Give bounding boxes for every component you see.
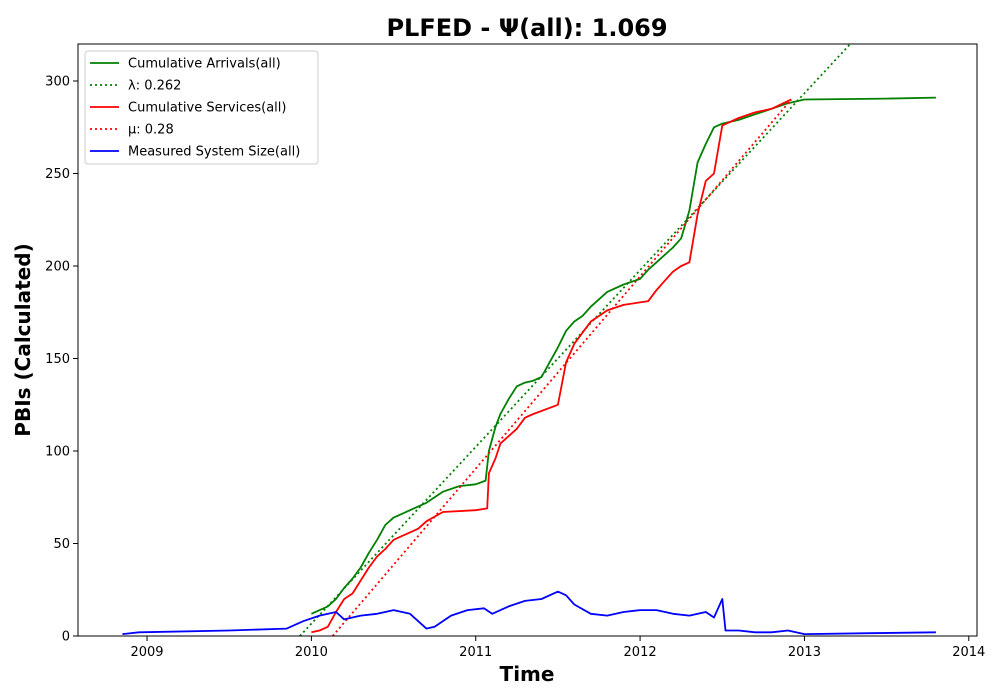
x-axis-title: Time	[500, 662, 555, 686]
series-line-0	[311, 96, 936, 615]
y-tick-label: 100	[45, 445, 70, 460]
legend-label-3: μ: 0.28	[128, 123, 174, 138]
y-tick-label: 50	[53, 537, 70, 552]
y-tick-label: 150	[45, 352, 70, 367]
series-line-1	[299, 44, 852, 636]
legend-label-2: Cumulative Services(all)	[128, 101, 286, 116]
y-tick-label: 250	[45, 167, 70, 182]
series-line-2	[311, 98, 792, 634]
legend-label-4: Measured System Size(all)	[128, 145, 300, 160]
x-axis: 2009 2010 2011 2012 2013 2014	[130, 636, 985, 660]
legend-label-0: Cumulative Arrivals(all)	[128, 57, 281, 72]
x-tick-label: 2009	[130, 645, 163, 660]
series-line-4	[122, 590, 936, 635]
plot-frame	[77, 43, 978, 637]
x-tick-label: 2014	[952, 645, 985, 660]
x-tick-label: 2010	[295, 645, 328, 660]
legend-frame	[84, 50, 319, 165]
x-tick-label: 2013	[788, 645, 821, 660]
y-axis: 0 50 100 150 200 250 300	[45, 75, 78, 645]
y-tick-label: 300	[45, 75, 70, 90]
legend-label-1: λ: 0.262	[128, 79, 181, 94]
legend: Cumulative Arrivals(all) λ: 0.262 Cumulati…	[84, 50, 319, 165]
x-tick-label: 2011	[459, 645, 492, 660]
series-layer	[122, 44, 936, 636]
y-tick-label: 0	[62, 630, 70, 645]
y-axis-title: PBIs (Calculated)	[11, 243, 35, 436]
y-tick-label: 200	[45, 260, 70, 275]
chart-title: PLFED - Ψ(all): 1.069	[386, 14, 667, 42]
x-tick-label: 2012	[624, 645, 657, 660]
